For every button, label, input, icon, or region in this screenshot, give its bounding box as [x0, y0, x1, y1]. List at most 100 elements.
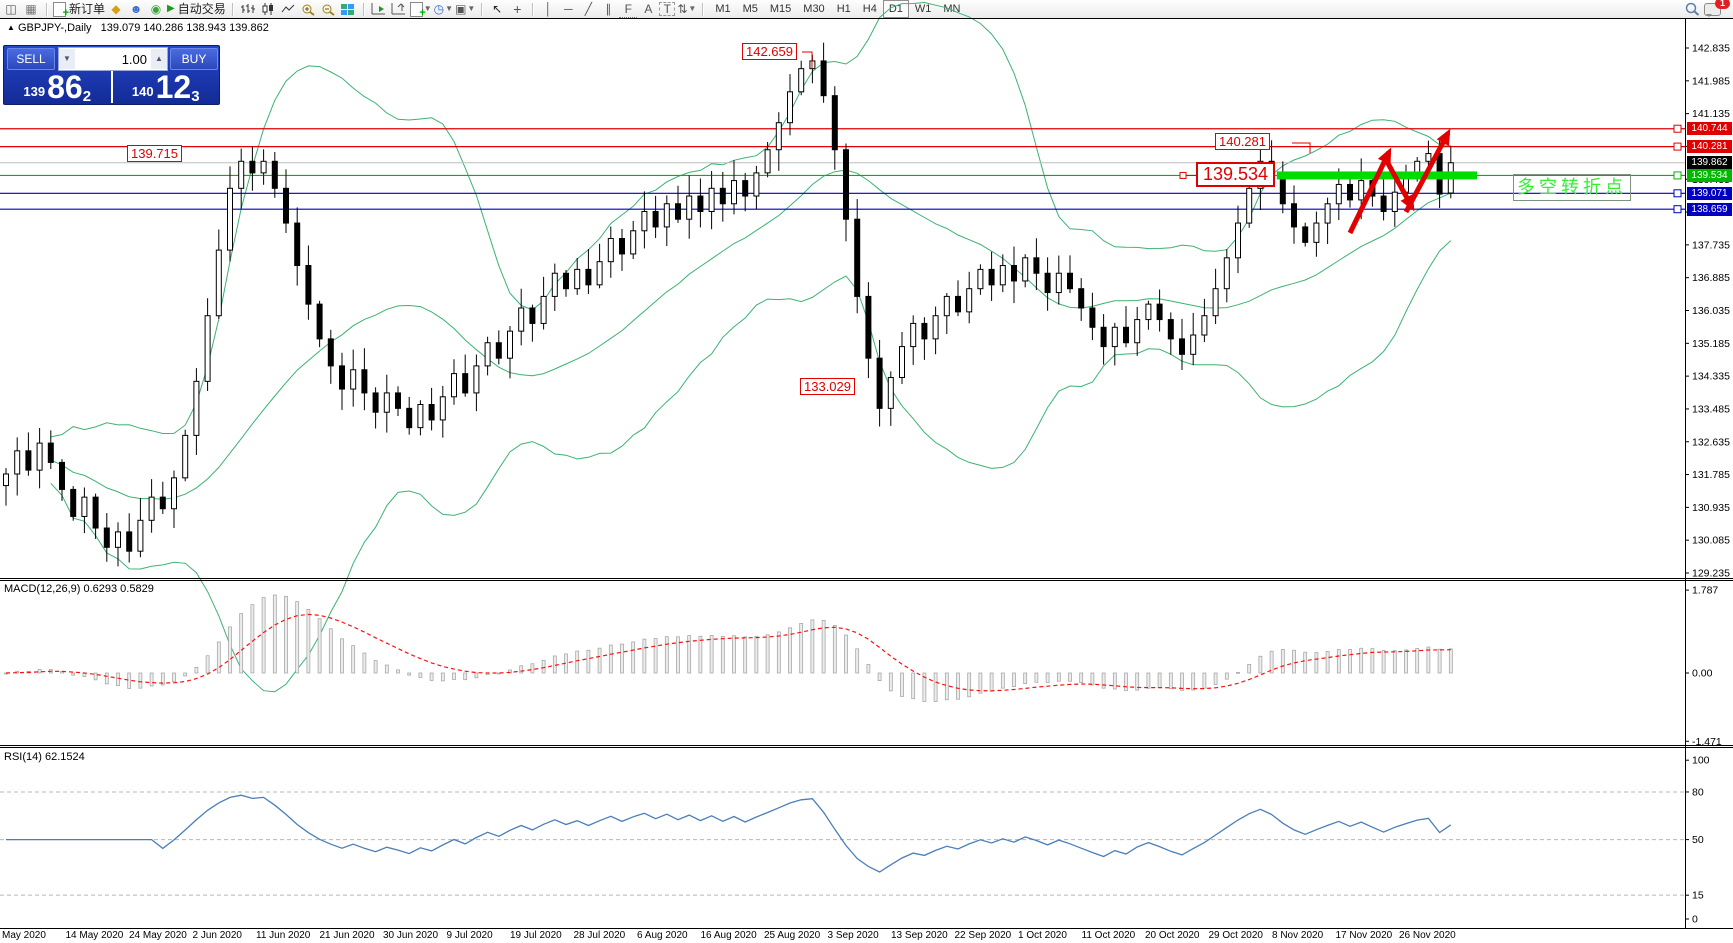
chevron-down-icon: ▼ [445, 4, 454, 13]
chevron-down-icon: ▼ [688, 4, 697, 13]
price-callout-label[interactable]: 139.715 [127, 145, 182, 162]
axis-price-badge: 140.744 [1687, 122, 1732, 136]
cursor-tool-icon[interactable]: ↖ [492, 2, 503, 16]
svg-text:132.635: 132.635 [1692, 436, 1730, 448]
sell-price-big: 86 [47, 69, 83, 105]
volume-decrease-button[interactable]: ▼ [59, 49, 75, 69]
svg-text:20 Oct 2020: 20 Oct 2020 [1145, 930, 1200, 941]
market-icon[interactable]: ◆ [111, 2, 121, 16]
svg-text:26 Nov 2020: 26 Nov 2020 [1399, 930, 1456, 941]
svg-text:50: 50 [1692, 834, 1704, 846]
buy-button[interactable]: BUY [170, 48, 218, 70]
axis-price-badge: 139.534 [1687, 168, 1732, 182]
price-callout-label[interactable]: 139.534 [1196, 162, 1276, 187]
rsi-layer [0, 791, 1685, 896]
sell-price-sup: 2 [82, 88, 92, 105]
channel-tool-icon[interactable]: ∥ [605, 2, 612, 16]
svg-text:80: 80 [1692, 786, 1704, 798]
indicators-icon[interactable]: ▼ [409, 1, 432, 21]
zoom-in-icon[interactable] [299, 1, 317, 17]
trendline-tool-icon[interactable]: ╱ [584, 2, 592, 16]
timeframe-button-h4[interactable]: H4 [862, 3, 877, 15]
buy-price[interactable]: 140 12 3 [113, 71, 220, 104]
svg-text:136.885: 136.885 [1692, 272, 1730, 284]
timeframe-button-m30[interactable]: M30 [803, 3, 825, 15]
templates-icon[interactable]: ▣ ▼ [455, 2, 476, 16]
auto-scroll-icon[interactable] [370, 1, 388, 17]
line-chart-type-icon[interactable] [279, 1, 297, 17]
search-icon[interactable] [1683, 1, 1701, 17]
price-callout-label[interactable]: 140.281 [1215, 133, 1270, 150]
label-tool-icon[interactable]: T [659, 2, 676, 16]
svg-text:0: 0 [1692, 914, 1698, 926]
chart-shift-icon[interactable] [390, 1, 408, 17]
toolbar-separator [231, 2, 233, 16]
svg-text:141.135: 141.135 [1692, 108, 1730, 120]
timeframe-button-d1[interactable]: D1 [882, 0, 909, 18]
toolbar-separator [481, 2, 483, 16]
svg-text:28 Jul 2020: 28 Jul 2020 [574, 930, 626, 941]
axis-price-badge: 139.071 [1687, 186, 1732, 200]
svg-text:-1.471: -1.471 [1692, 736, 1722, 748]
timeframe-button-w1[interactable]: W1 [914, 3, 932, 15]
svg-text:130.935: 130.935 [1692, 502, 1730, 514]
candlestick-type-icon[interactable] [259, 1, 277, 17]
signals-icon[interactable]: ◉ [150, 2, 162, 16]
fibonacci-tool-icon[interactable]: F [619, 1, 638, 18]
notifications-icon[interactable]: 1 [1703, 0, 1730, 17]
price-callout-label[interactable]: 133.029 [800, 378, 855, 395]
horizontal-line-tool-icon[interactable]: ─ [564, 2, 573, 16]
zoom-out-icon[interactable] [319, 1, 337, 17]
svg-text:May 2020: May 2020 [2, 930, 46, 941]
price-callout-label[interactable]: 142.659 [742, 43, 797, 60]
svg-text:22 Sep 2020: 22 Sep 2020 [955, 930, 1012, 941]
svg-text:2 Jun 2020: 2 Jun 2020 [193, 930, 243, 941]
toolbar-separator [702, 2, 704, 16]
ohlc-values: 139.079 140.286 138.943 139.862 [100, 22, 269, 34]
svg-text:133.485: 133.485 [1692, 403, 1730, 415]
svg-text:141.985: 141.985 [1692, 75, 1730, 87]
text-tool-icon[interactable]: A [644, 2, 653, 16]
crosshair-tool-icon[interactable]: + [513, 1, 522, 17]
new-order-label: 新订单 [69, 2, 106, 16]
auto-trading-button[interactable]: ▶ 自动交易 [167, 1, 226, 17]
svg-text:14 May 2020: 14 May 2020 [66, 930, 124, 941]
svg-text:17 Nov 2020: 17 Nov 2020 [1336, 930, 1393, 941]
sell-button[interactable]: SELL [7, 48, 55, 70]
svg-text:136.035: 136.035 [1692, 305, 1730, 317]
periods-icon[interactable]: ◷ ▼ [433, 2, 454, 16]
symbol-period-label: GBPJPY-,Daily [17, 22, 92, 34]
axis-price-badge: 140.281 [1687, 140, 1732, 154]
new-order-button[interactable]: 新订单 [53, 1, 106, 21]
tile-windows-icon[interactable] [339, 1, 357, 17]
macd-label: MACD(12,26,9) 0.6293 0.5829 [4, 583, 154, 595]
community-icon[interactable]: ☻ [129, 2, 143, 16]
volume-input[interactable] [75, 48, 151, 70]
svg-text:134.335: 134.335 [1692, 371, 1730, 383]
timeframe-button-m5[interactable]: M5 [742, 3, 758, 15]
timeframe-button-h1[interactable]: H1 [836, 3, 851, 15]
sell-price[interactable]: 139 86 2 [4, 69, 111, 105]
arrows-tool-icon[interactable]: ⇅ ▼ [677, 2, 697, 16]
svg-text:19 Jul 2020: 19 Jul 2020 [510, 930, 562, 941]
svg-text:100: 100 [1692, 755, 1710, 767]
trade-panel-divider [110, 71, 113, 103]
svg-text:8 Nov 2020: 8 Nov 2020 [1272, 930, 1324, 941]
annotation-text-box[interactable]: 多空转折点 [1513, 174, 1631, 201]
timeframe-button-m15[interactable]: M15 [769, 3, 792, 15]
toolbar-separator [46, 2, 47, 16]
volume-increase-button[interactable]: ▲ [151, 49, 167, 69]
timeframe-button-m1[interactable]: M1 [715, 3, 731, 15]
bar-chart-type-icon[interactable] [239, 1, 257, 17]
svg-text:29 Oct 2020: 29 Oct 2020 [1209, 930, 1264, 941]
svg-text:24 May 2020: 24 May 2020 [129, 930, 187, 941]
svg-text:135.185: 135.185 [1692, 338, 1730, 350]
chart-title: ▲ GBPJPY-,Daily 139.079 140.286 138.943 … [7, 22, 269, 34]
svg-text:15: 15 [1692, 890, 1704, 902]
data-window-icon[interactable]: ▦ [25, 2, 37, 16]
vertical-line-tool-icon[interactable]: │ [544, 2, 553, 16]
chart-window-icon[interactable]: ◫ [5, 2, 17, 16]
auto-trading-label: 自动交易 [177, 2, 226, 16]
